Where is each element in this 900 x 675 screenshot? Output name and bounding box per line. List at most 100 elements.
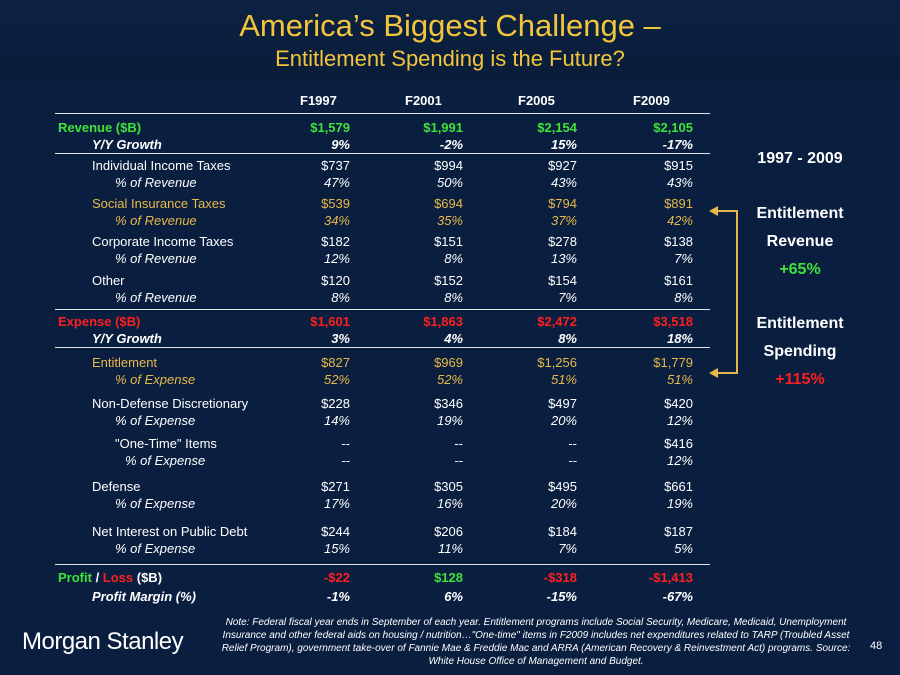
cell: -$318 bbox=[543, 570, 577, 585]
cell: $827 bbox=[321, 355, 350, 370]
cell: 8% bbox=[444, 251, 463, 266]
row-label: % of Revenue bbox=[115, 251, 197, 266]
cell: $1,579 bbox=[310, 120, 350, 135]
row-label: % of Expense bbox=[115, 496, 196, 511]
cell: $969 bbox=[434, 355, 463, 370]
cell: $694 bbox=[434, 196, 463, 211]
cell: 14% bbox=[323, 413, 350, 428]
cell: $152 bbox=[434, 273, 463, 288]
row-label: Social Insurance Taxes bbox=[92, 196, 226, 211]
row-label: Y/Y Growth bbox=[92, 331, 162, 346]
side-spending-change: +115% bbox=[775, 371, 825, 388]
cell: $3,518 bbox=[653, 314, 693, 329]
cell: 11% bbox=[437, 541, 463, 556]
cell: $184 bbox=[548, 524, 577, 539]
row-label: % of Expense bbox=[115, 541, 196, 556]
cell: $187 bbox=[664, 524, 693, 539]
slash: / bbox=[91, 570, 103, 585]
cell: 20% bbox=[550, 496, 577, 511]
cell: $154 bbox=[548, 273, 577, 288]
cell: -2% bbox=[439, 137, 463, 152]
bracket-line bbox=[717, 210, 738, 374]
cell: -- bbox=[454, 453, 463, 468]
cell: $420 bbox=[664, 396, 693, 411]
cell: 8% bbox=[444, 290, 463, 305]
cell: -- bbox=[568, 436, 577, 451]
cell: 43% bbox=[550, 175, 577, 190]
bracket-arrows bbox=[709, 206, 738, 378]
cell: -17% bbox=[662, 137, 693, 152]
cell: 13% bbox=[550, 251, 577, 266]
cell: 12% bbox=[666, 453, 693, 468]
profit-word: Profit bbox=[58, 570, 92, 585]
cell: 51% bbox=[666, 372, 693, 387]
row-label: Profit / Loss ($B) bbox=[58, 569, 162, 586]
cell: 9% bbox=[331, 137, 350, 152]
cell: -1% bbox=[326, 589, 350, 604]
side-revenue-label: Revenue bbox=[766, 233, 834, 250]
table-row: Defense $271 $305 $495 $661 bbox=[0, 478, 720, 495]
cell: $228 bbox=[321, 396, 350, 411]
row-label: Non-Defense Discretionary bbox=[92, 396, 249, 411]
loss-word: Loss bbox=[102, 570, 134, 585]
table-row: Expense ($B) $1,601 $1,863 $2,472 $3,518 bbox=[0, 313, 720, 330]
cell: 37% bbox=[550, 213, 577, 228]
row-label: % of Revenue bbox=[115, 213, 197, 228]
table-row: Net Interest on Public Debt $244 $206 $1… bbox=[0, 523, 720, 540]
side-period: 1997 - 2009 bbox=[757, 150, 843, 167]
column-header: F2005 bbox=[518, 93, 555, 108]
row-label: Net Interest on Public Debt bbox=[92, 524, 248, 539]
side-spending-label: Entitlement bbox=[756, 315, 844, 332]
row-label: Expense ($B) bbox=[58, 314, 141, 329]
table-row: Revenue ($B) $1,579 $1,991 $2,154 $2,105 bbox=[0, 119, 720, 136]
table-row: % of Revenue 34% 35% 37% 42% bbox=[0, 212, 720, 229]
row-label: % of Revenue bbox=[115, 175, 197, 190]
cell: 17% bbox=[323, 496, 350, 511]
cell: $271 bbox=[321, 479, 350, 494]
cell: $1,863 bbox=[423, 314, 463, 329]
cell: 16% bbox=[436, 496, 463, 511]
cell: 52% bbox=[436, 372, 463, 387]
cell: $161 bbox=[664, 273, 693, 288]
divider bbox=[55, 309, 710, 310]
cell: 18% bbox=[666, 331, 693, 346]
cell: 5% bbox=[674, 541, 693, 556]
row-label: Y/Y Growth bbox=[92, 137, 162, 152]
slide-title: America’s Biggest Challenge – bbox=[239, 8, 661, 43]
row-label: Profit Margin (%) bbox=[92, 589, 196, 604]
cell: $495 bbox=[548, 479, 577, 494]
table-row: % of Revenue 12% 8% 13% 7% bbox=[0, 250, 720, 267]
cell: $1,991 bbox=[423, 120, 463, 135]
column-header: F2001 bbox=[405, 93, 442, 108]
divider bbox=[55, 347, 710, 348]
cell: $2,105 bbox=[653, 120, 693, 135]
cell: 8% bbox=[674, 290, 693, 305]
table-row: Entitlement $827 $969 $1,256 $1,779 bbox=[0, 354, 720, 371]
row-label: Entitlement bbox=[92, 355, 158, 370]
cell: $182 bbox=[321, 234, 350, 249]
table-row: Individual Income Taxes $737 $994 $927 $… bbox=[0, 157, 720, 174]
table-row: Corporate Income Taxes $182 $151 $278 $1… bbox=[0, 233, 720, 250]
row-label: Individual Income Taxes bbox=[92, 158, 231, 173]
side-spending-label: Spending bbox=[763, 343, 837, 360]
header-band bbox=[0, 0, 900, 84]
cell: $539 bbox=[321, 196, 350, 211]
cell: $737 bbox=[321, 158, 350, 173]
divider bbox=[55, 153, 710, 154]
cell: 43% bbox=[666, 175, 693, 190]
cell: -- bbox=[341, 436, 350, 451]
cell: 3% bbox=[331, 331, 350, 346]
cell: 4% bbox=[444, 331, 463, 346]
cell: 8% bbox=[558, 331, 577, 346]
cell: 15% bbox=[550, 137, 577, 152]
side-revenue-label: Entitlement bbox=[756, 205, 844, 222]
table-row: % of Expense 14% 19% 20% 12% bbox=[0, 412, 720, 429]
arrow-head-icon bbox=[709, 206, 718, 216]
cell: $120 bbox=[321, 273, 350, 288]
cell: $346 bbox=[434, 396, 463, 411]
table-row: Social Insurance Taxes $539 $694 $794 $8… bbox=[0, 195, 720, 212]
table-row: Y/Y Growth 3% 4% 8% 18% bbox=[0, 330, 720, 347]
table-row: % of Expense 52% 52% 51% 51% bbox=[0, 371, 720, 388]
cell: $278 bbox=[548, 234, 577, 249]
arrow-head-icon bbox=[709, 368, 718, 378]
